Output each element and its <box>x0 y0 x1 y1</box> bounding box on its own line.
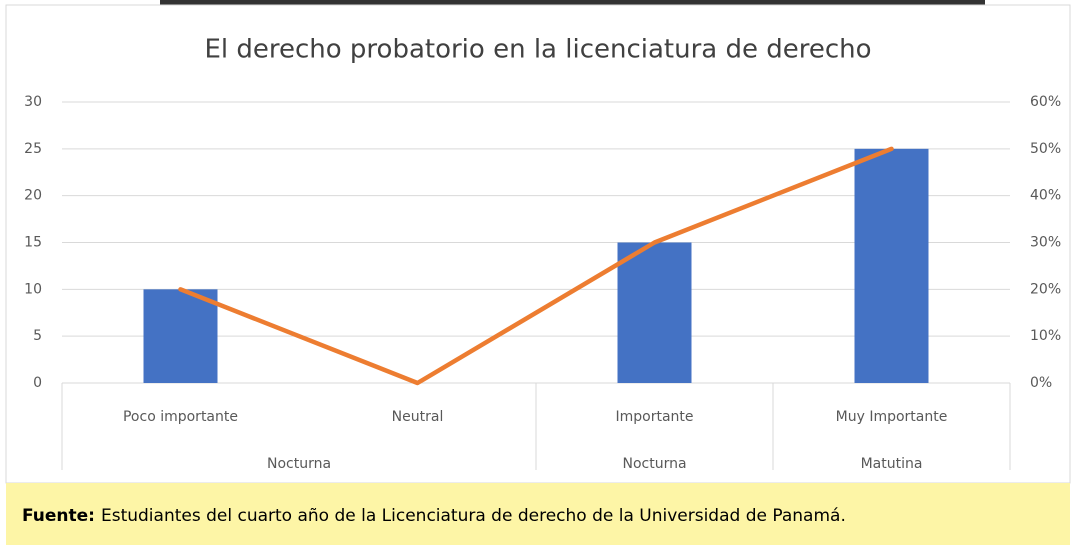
y-tick-label: 10 <box>24 281 42 297</box>
y2-tick-label: 50% <box>1030 141 1061 157</box>
group-label: Matutina <box>861 456 923 472</box>
y2-tick-label: 30% <box>1030 235 1061 251</box>
chart-title: El derecho probatorio en la licenciatura… <box>204 35 871 65</box>
footer: Fuente: Estudiantes del cuarto año de la … <box>22 506 846 526</box>
y-tick-label: 15 <box>24 235 42 251</box>
x-tick-label: Neutral <box>392 409 444 425</box>
bar <box>143 289 218 383</box>
y-tick-label: 30 <box>24 94 42 110</box>
y-tick-label: 0 <box>33 375 42 391</box>
x-tick-label: Poco importante <box>123 409 238 425</box>
bar <box>854 148 929 383</box>
y2-tick-label: 20% <box>1030 281 1061 297</box>
x-tick-label: Muy Importante <box>836 409 948 425</box>
footer-box <box>6 483 1070 545</box>
group-label: Nocturna <box>267 456 331 472</box>
footer-label: Fuente: <box>22 506 95 526</box>
y-tick-label: 5 <box>33 328 42 344</box>
y2-tick-label: 10% <box>1030 328 1061 344</box>
y2-tick-label: 60% <box>1030 94 1061 110</box>
y2-tick-label: 0% <box>1030 375 1052 391</box>
top-strip <box>160 0 985 5</box>
y2-tick-label: 40% <box>1030 188 1061 204</box>
y-tick-label: 20 <box>24 188 42 204</box>
x-tick-label: Importante <box>615 409 693 425</box>
group-label: Nocturna <box>622 456 686 472</box>
footer-text: Estudiantes del cuarto año de la Licenci… <box>101 506 846 526</box>
line <box>178 146 894 386</box>
bar <box>617 242 692 383</box>
y-tick-label: 25 <box>24 141 42 157</box>
